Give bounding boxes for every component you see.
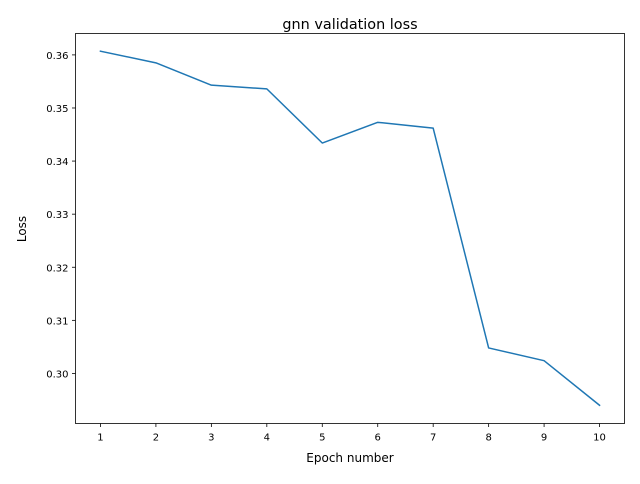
x-tick-label: 9 [541, 433, 547, 444]
chart-title: gnn validation loss [282, 17, 417, 33]
x-axis-label: Epoch number [306, 451, 393, 465]
x-tick-label: 7 [430, 433, 436, 444]
y-axis-ticks: 0.30 0.31 0.32 0.33 0.34 0.35 0.36 [46, 51, 76, 380]
y-tick-label: 0.34 [46, 157, 68, 168]
plot-area-frame [75, 33, 625, 424]
x-tick-label: 8 [485, 433, 491, 444]
y-axis-label: Loss [15, 216, 29, 242]
y-tick-label: 0.33 [46, 210, 68, 221]
x-tick-label: 5 [319, 433, 325, 444]
x-tick-label: 2 [153, 433, 159, 444]
x-tick-label: 6 [375, 433, 381, 444]
series-line [99, 50, 601, 407]
x-tick-label: 1 [97, 433, 103, 444]
y-tick-label: 0.35 [46, 104, 68, 115]
x-tick-label: 3 [208, 433, 214, 444]
x-tick-label: 10 [593, 433, 606, 444]
y-tick-label: 0.32 [46, 263, 68, 274]
y-tick-label: 0.36 [46, 51, 68, 62]
y-tick-label: 0.31 [46, 316, 68, 327]
x-tick-label: 4 [264, 433, 270, 444]
x-axis-ticks: 1 2 3 4 5 6 7 8 9 10 [97, 423, 606, 444]
y-tick-label: 0.30 [46, 369, 68, 380]
